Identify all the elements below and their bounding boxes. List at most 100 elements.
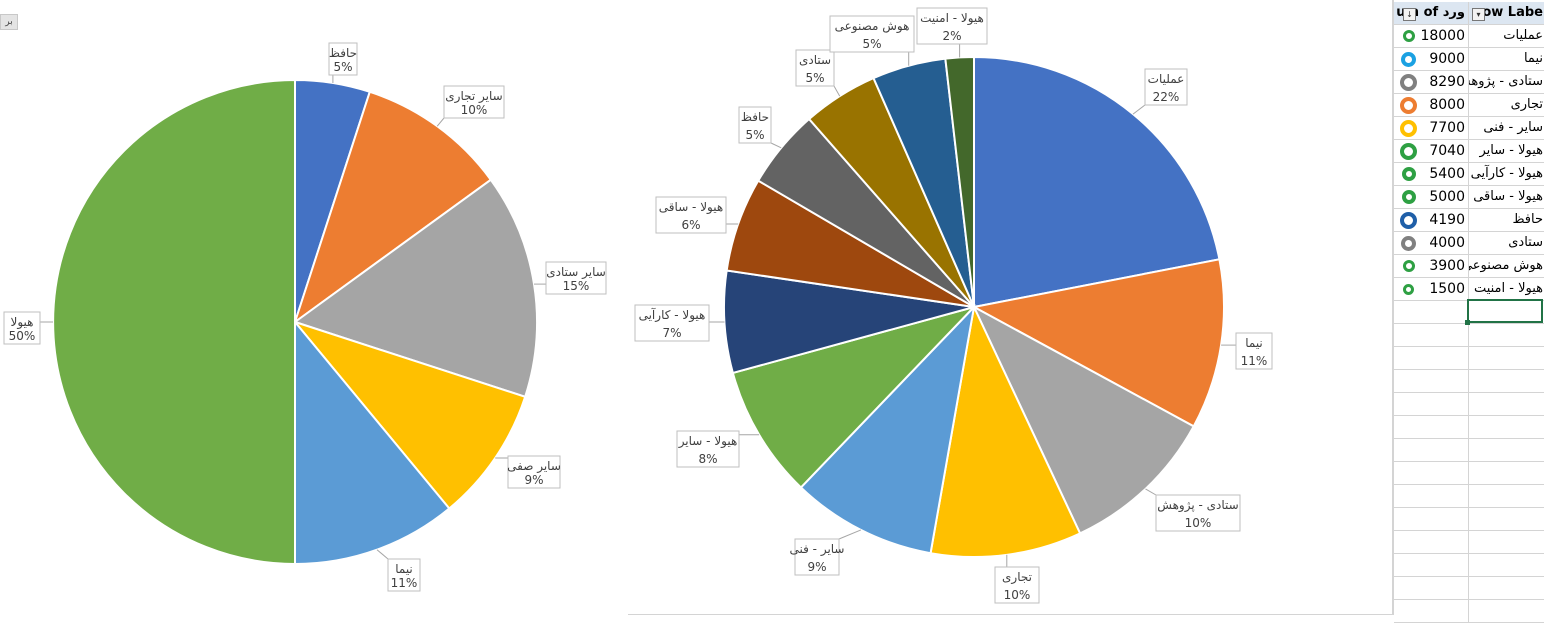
pie2-label-box-0[interactable] [1144,68,1188,106]
pie2-label-box-11[interactable] [916,7,988,45]
empty-cell[interactable] [1469,370,1544,392]
pie1-label-box-2[interactable] [545,261,607,295]
pivot-label-cell[interactable]: هیولا - ساقی [1473,189,1543,204]
selected-cell[interactable] [1467,299,1543,323]
pivot-value-cell[interactable]: 4190 [1394,209,1469,231]
pivot-value-cell[interactable]: 5000 [1394,186,1469,208]
pie2-label-box-4[interactable] [794,538,840,576]
pie2-label-box-10[interactable] [829,15,915,53]
pivot-label-cell[interactable]: هیولا - سایر [1479,143,1543,158]
empty-grid-row[interactable] [1394,439,1544,462]
pie1-label-box-3[interactable] [507,455,561,489]
fill-handle[interactable] [1465,320,1470,325]
empty-cell[interactable] [1469,508,1544,530]
empty-cell[interactable] [1469,485,1544,507]
empty-cell[interactable] [1469,393,1544,415]
pie2-label-box-7[interactable] [655,196,727,234]
pie1-slice-5[interactable] [52,78,296,566]
pivot-value-cell[interactable]: 1500 [1394,278,1469,300]
pivot-value-cell[interactable]: 4000 [1394,232,1469,254]
empty-cell[interactable] [1394,531,1469,553]
empty-cell[interactable] [1469,324,1544,346]
empty-cell[interactable] [1394,600,1469,622]
empty-cell[interactable] [1469,577,1544,599]
filter-dropdown-icon[interactable]: ▾ [1472,8,1485,21]
pivot-label-cell[interactable]: سایر - فنی [1483,120,1543,135]
pivot-value-cell[interactable]: 9000 [1394,48,1469,70]
pie-chart-2[interactable]: عملیات 22% نیما 11% ستادی - پژوهش 10% تجاری 10%… [634,7,1273,604]
pie2-label-box-8[interactable] [738,106,772,144]
empty-cell[interactable] [1394,485,1469,507]
empty-cell[interactable] [1394,577,1469,599]
pie2-percent-10: 5% [862,37,881,51]
empty-grid-row[interactable] [1394,577,1544,600]
pivot-value-cell[interactable]: 8290 [1394,71,1469,93]
empty-grid-row[interactable] [1394,508,1544,531]
pie2-slice-1[interactable] [971,258,1225,428]
pivot-label-cell[interactable]: هیولا - کارآیی [1470,166,1543,181]
pie1-label-box-1[interactable] [443,85,505,119]
pivot-value-cell[interactable]: 8000 [1394,94,1469,116]
pie2-label-box-6[interactable] [634,304,710,342]
pie2-label-box-3[interactable] [994,566,1040,604]
pivot-value-cell[interactable]: 18000 [1394,25,1469,47]
pivot-value-cell[interactable]: 5400 [1394,163,1469,185]
pie1-label-box-5[interactable] [3,311,41,345]
empty-cell[interactable] [1469,439,1544,461]
empty-cell[interactable] [1394,554,1469,576]
empty-cell[interactable] [1394,439,1469,461]
pivot-label-cell[interactable]: تجاری [1510,97,1543,112]
empty-grid-row[interactable] [1394,462,1544,485]
pivot-label-cell[interactable]: ستادی - پژوهش [1469,74,1543,89]
empty-cell[interactable] [1469,554,1544,576]
empty-cell[interactable] [1394,301,1469,323]
empty-grid-row[interactable] [1394,531,1544,554]
empty-cell[interactable] [1469,531,1544,553]
empty-cell[interactable] [1394,416,1469,438]
empty-grid-row[interactable] [1394,485,1544,508]
empty-cell[interactable] [1394,324,1469,346]
pivot-label-cell[interactable]: حافظ [1512,212,1543,227]
pie2-label-box-9[interactable] [795,49,835,87]
empty-cell[interactable] [1469,347,1544,369]
empty-cell[interactable] [1469,600,1544,622]
pie2-slice-11[interactable] [944,55,975,308]
pie1-slice-3[interactable] [292,319,527,510]
pivot-header-row-labels[interactable]: ow Labe [1469,2,1544,24]
pie2-label-box-1[interactable] [1235,332,1273,370]
pie2-slice-0[interactable] [973,55,1221,309]
empty-grid-row[interactable] [1394,347,1544,370]
pivot-label-cell[interactable]: عملیات [1503,28,1543,43]
pivot-label-cell[interactable]: هیولا - امنیت [1473,281,1543,296]
pivot-value-cell[interactable]: 7040 [1394,140,1469,162]
pie1-slice-4[interactable] [294,319,451,566]
empty-cell[interactable] [1469,416,1544,438]
empty-grid-row[interactable] [1394,416,1544,439]
pie2-percent-5: 8% [698,452,717,466]
empty-grid-row[interactable] [1394,370,1544,393]
empty-grid-row[interactable] [1394,554,1544,577]
pie2-slice-5[interactable] [731,305,978,489]
pie1-label-box-4[interactable] [387,558,421,592]
pivot-label-cell[interactable]: نیما [1523,51,1543,66]
empty-cell[interactable] [1394,370,1469,392]
empty-cell[interactable] [1394,462,1469,484]
pivot-label-cell[interactable]: هوش مصنوعی [1469,258,1543,273]
pie2-slice-2[interactable] [971,304,1196,535]
sort-icon[interactable]: ↓ [1403,8,1416,21]
pie2-label-box-5[interactable] [676,430,740,468]
empty-cell[interactable] [1394,347,1469,369]
empty-grid-row[interactable] [1394,393,1544,416]
empty-grid-row[interactable] [1394,324,1544,347]
empty-grid-row[interactable] [1394,600,1544,623]
empty-cell[interactable] [1394,508,1469,530]
empty-cell[interactable] [1394,393,1469,415]
empty-cell[interactable] [1469,462,1544,484]
pie2-label-box-2[interactable] [1155,494,1241,532]
pie1-label-box-0[interactable] [328,42,358,76]
pivot-label-cell[interactable]: ستادی [1508,235,1543,250]
sheet-corner-tab[interactable]: بر [0,14,18,30]
pivot-value-cell[interactable]: 7700 [1394,117,1469,139]
pivot-value-cell[interactable]: 3900 [1394,255,1469,277]
